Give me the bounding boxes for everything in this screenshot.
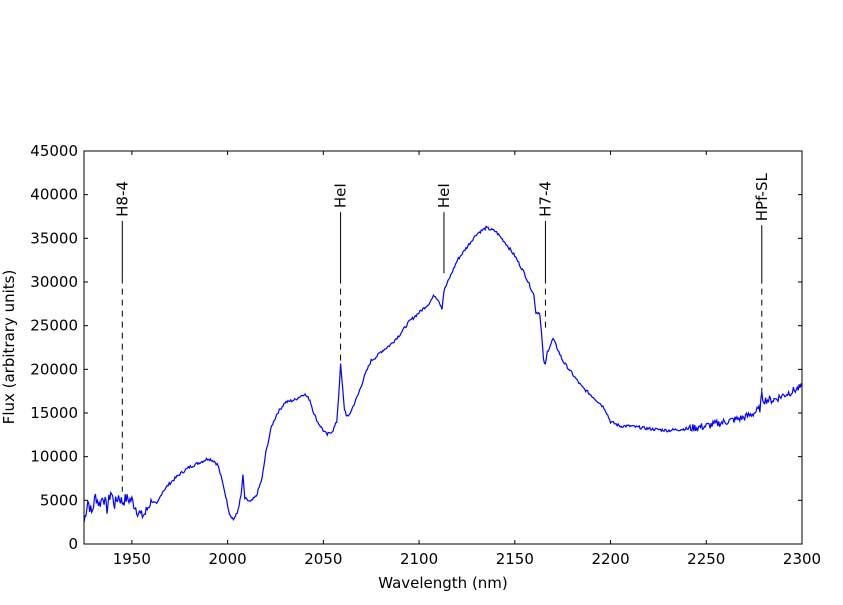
- y-tick-label: 35000: [30, 229, 78, 247]
- x-axis-label: Wavelength (nm): [378, 574, 508, 592]
- y-tick-label: 25000: [30, 317, 78, 335]
- annotation-group: H8-4 HeI HeI H7-4 HPf-SL: [113, 173, 771, 492]
- annotation-label: HeI: [332, 183, 350, 208]
- series-layer: [83, 225, 803, 523]
- y-tick-label: 40000: [30, 186, 78, 204]
- y-tick-label: 45000: [30, 142, 78, 160]
- x-axis-ticks: 1950 2000 2050 2100 2150 2200 2250 2300: [113, 151, 821, 568]
- plot-frame: [83, 150, 803, 545]
- y-tick-label: 5000: [40, 491, 78, 509]
- x-tick-label: 2000: [209, 550, 247, 568]
- x-tick-label: 2050: [304, 550, 342, 568]
- annotation-label: HPf-SL: [753, 173, 771, 222]
- x-tick-label: 2250: [687, 550, 725, 568]
- y-axis-ticks: 0 5000 10000 15000 20000 25000 30000 35000 40000…: [30, 142, 802, 553]
- y-tick-label: 0: [68, 535, 78, 553]
- y-axis-label: Flux (arbitrary units): [0, 270, 18, 425]
- y-tick-label: 15000: [30, 404, 78, 422]
- y-tick-label: 20000: [30, 360, 78, 378]
- x-tick-label: 2100: [400, 550, 438, 568]
- annotation-label: HeI: [435, 183, 453, 208]
- x-tick-label: 2150: [496, 550, 534, 568]
- y-tick-label: 30000: [30, 273, 78, 291]
- annotation-label: H8-4: [113, 181, 131, 217]
- x-tick-label: 2200: [591, 550, 629, 568]
- spectrum-line: [83, 225, 803, 523]
- annotation-label: H7-4: [536, 181, 554, 217]
- x-tick-label: 1950: [113, 550, 151, 568]
- plot-area: [84, 151, 802, 544]
- x-tick-label: 2300: [783, 550, 821, 568]
- y-tick-label: 10000: [30, 448, 78, 466]
